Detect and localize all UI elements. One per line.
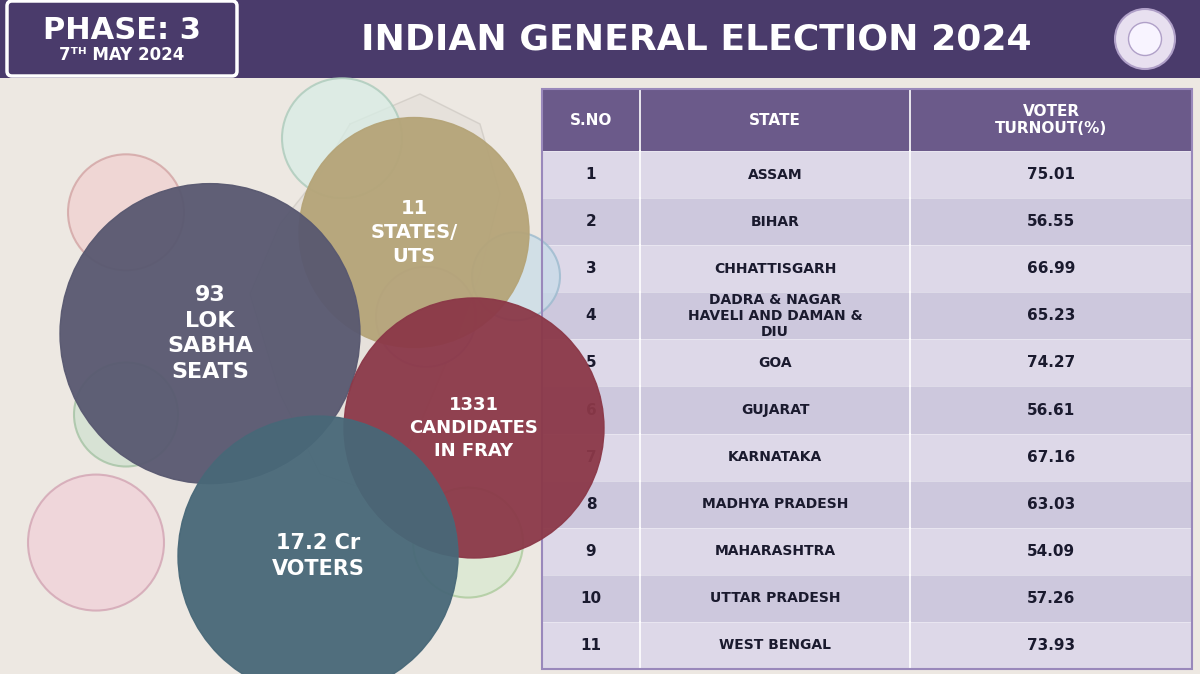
Bar bbox=[542, 245, 1192, 293]
Bar bbox=[542, 528, 1192, 575]
Circle shape bbox=[413, 487, 523, 598]
Circle shape bbox=[299, 117, 529, 348]
Text: BIHAR: BIHAR bbox=[750, 214, 799, 228]
Text: KARNATAKA: KARNATAKA bbox=[728, 450, 822, 464]
Text: UTTAR PRADESH: UTTAR PRADESH bbox=[709, 591, 840, 605]
Text: 65.23: 65.23 bbox=[1027, 308, 1075, 324]
Text: CHHATTISGARH: CHHATTISGARH bbox=[714, 262, 836, 276]
Text: PHASE: 3: PHASE: 3 bbox=[43, 16, 200, 45]
Circle shape bbox=[282, 78, 402, 198]
Text: MADHYA PRADESH: MADHYA PRADESH bbox=[702, 497, 848, 511]
Bar bbox=[542, 89, 1192, 151]
Bar bbox=[542, 575, 1192, 622]
Bar bbox=[542, 89, 1192, 669]
Bar bbox=[542, 340, 1192, 386]
Text: 9: 9 bbox=[586, 544, 596, 559]
Text: 73.93: 73.93 bbox=[1027, 638, 1075, 653]
Bar bbox=[0, 0, 1200, 78]
FancyBboxPatch shape bbox=[7, 1, 238, 76]
Circle shape bbox=[178, 416, 458, 674]
Circle shape bbox=[60, 183, 360, 484]
Text: 1331
CANDIDATES
IN FRAY: 1331 CANDIDATES IN FRAY bbox=[409, 396, 539, 460]
Text: 11
STATES/
UTS: 11 STATES/ UTS bbox=[371, 199, 457, 266]
Text: 7ᵀᴴ MAY 2024: 7ᵀᴴ MAY 2024 bbox=[59, 46, 185, 64]
Text: 57.26: 57.26 bbox=[1027, 591, 1075, 606]
Bar bbox=[542, 386, 1192, 433]
Bar bbox=[542, 622, 1192, 669]
Text: 63.03: 63.03 bbox=[1027, 497, 1075, 512]
Circle shape bbox=[74, 363, 178, 466]
Text: 10: 10 bbox=[581, 591, 601, 606]
Text: 56.55: 56.55 bbox=[1027, 214, 1075, 229]
Text: 56.61: 56.61 bbox=[1027, 402, 1075, 417]
Circle shape bbox=[1115, 9, 1175, 69]
Circle shape bbox=[1128, 22, 1162, 55]
Text: DADRA & NAGAR
HAVELI AND DAMAN &
DIU: DADRA & NAGAR HAVELI AND DAMAN & DIU bbox=[688, 293, 863, 339]
Text: 54.09: 54.09 bbox=[1027, 544, 1075, 559]
Text: STATE: STATE bbox=[749, 113, 800, 127]
Text: GOA: GOA bbox=[758, 356, 792, 370]
Text: MAHARASHTRA: MAHARASHTRA bbox=[714, 545, 835, 558]
Text: INDIAN GENERAL ELECTION 2024: INDIAN GENERAL ELECTION 2024 bbox=[361, 22, 1031, 56]
Text: 8: 8 bbox=[586, 497, 596, 512]
Text: ASSAM: ASSAM bbox=[748, 168, 803, 181]
Text: WEST BENGAL: WEST BENGAL bbox=[719, 638, 830, 652]
Circle shape bbox=[376, 267, 476, 367]
Circle shape bbox=[68, 154, 184, 270]
Bar bbox=[542, 198, 1192, 245]
Text: GUJARAT: GUJARAT bbox=[740, 403, 809, 417]
Bar bbox=[542, 481, 1192, 528]
Circle shape bbox=[28, 474, 164, 611]
Text: 67.16: 67.16 bbox=[1027, 450, 1075, 464]
Text: 2: 2 bbox=[586, 214, 596, 229]
Text: 75.01: 75.01 bbox=[1027, 167, 1075, 182]
Text: 4: 4 bbox=[586, 308, 596, 324]
Circle shape bbox=[472, 233, 560, 320]
Text: 11: 11 bbox=[581, 638, 601, 653]
Bar bbox=[542, 293, 1192, 340]
Circle shape bbox=[344, 298, 604, 558]
Text: 93
LOK
SABHA
SEATS: 93 LOK SABHA SEATS bbox=[167, 285, 253, 382]
Text: S.NO: S.NO bbox=[570, 113, 612, 127]
Text: 74.27: 74.27 bbox=[1027, 355, 1075, 371]
Text: 1: 1 bbox=[586, 167, 596, 182]
Text: 17.2 Cr
VOTERS: 17.2 Cr VOTERS bbox=[271, 533, 365, 579]
Polygon shape bbox=[250, 94, 500, 494]
Bar bbox=[542, 433, 1192, 481]
Text: 6: 6 bbox=[586, 402, 596, 417]
Text: 5: 5 bbox=[586, 355, 596, 371]
Text: 7: 7 bbox=[586, 450, 596, 464]
Text: VOTER
TURNOUT(%): VOTER TURNOUT(%) bbox=[995, 104, 1108, 136]
Text: 3: 3 bbox=[586, 262, 596, 276]
Bar bbox=[542, 151, 1192, 198]
Text: 66.99: 66.99 bbox=[1027, 262, 1075, 276]
